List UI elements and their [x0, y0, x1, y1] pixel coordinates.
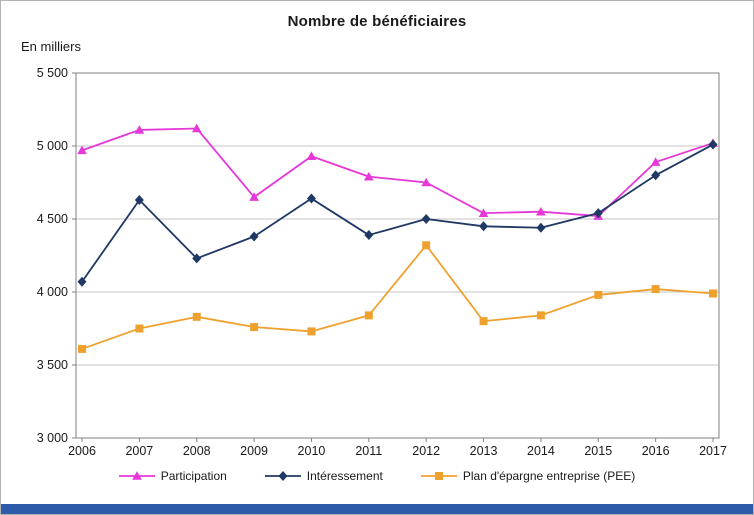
svg-text:2009: 2009 [240, 444, 268, 458]
svg-text:4 500: 4 500 [37, 212, 68, 226]
legend-label-participation: Participation [160, 469, 227, 483]
series-2 [78, 241, 717, 353]
svg-text:2015: 2015 [584, 444, 612, 458]
series-1 [77, 139, 718, 287]
svg-text:5 500: 5 500 [37, 66, 68, 80]
svg-text:2007: 2007 [125, 444, 153, 458]
footer-accent-bar [1, 504, 753, 514]
svg-text:4 000: 4 000 [37, 285, 68, 299]
svg-text:2013: 2013 [470, 444, 498, 458]
plot-area-border [75, 72, 720, 439]
svg-text:2011: 2011 [355, 444, 382, 458]
svg-text:2014: 2014 [527, 444, 555, 458]
interessement-legend-marker-icon [264, 471, 301, 481]
legend-item-participation: Participation [118, 469, 227, 483]
svg-text:2010: 2010 [298, 444, 326, 458]
svg-text:3 000: 3 000 [37, 431, 68, 445]
y-axis: 3 000 3 500 4 000 4 500 5 000 5 500 [37, 66, 76, 445]
legend-item-interessement: Intéressement [264, 469, 383, 483]
chart-legend: Participation Intéressement Plan d'éparg… [1, 469, 753, 483]
svg-text:2008: 2008 [183, 444, 211, 458]
svg-text:2012: 2012 [412, 444, 440, 458]
svg-text:2016: 2016 [642, 444, 670, 458]
series-0 [77, 123, 718, 220]
participation-legend-marker-icon [118, 471, 155, 480]
svg-text:5 000: 5 000 [37, 139, 68, 153]
chart-title: Nombre de bénéficiaires [287, 13, 467, 30]
y-axis-unit-label: En milliers [21, 39, 81, 54]
svg-text:3 500: 3 500 [37, 358, 68, 372]
legend-label-pee: Plan d'épargne entreprise (PEE) [462, 469, 636, 483]
legend-item-pee: Plan d'épargne entreprise (PEE) [420, 469, 636, 483]
svg-text:2006: 2006 [68, 444, 96, 458]
legend-label-interessement: Intéressement [306, 469, 383, 483]
gridlines [76, 145, 719, 366]
x-axis: 2006 2007 2008 2009 2010 2011 2012 2013 2014 2015… [68, 438, 727, 458]
svg-text:2017: 2017 [699, 444, 727, 458]
pee-legend-marker-icon [420, 472, 457, 480]
